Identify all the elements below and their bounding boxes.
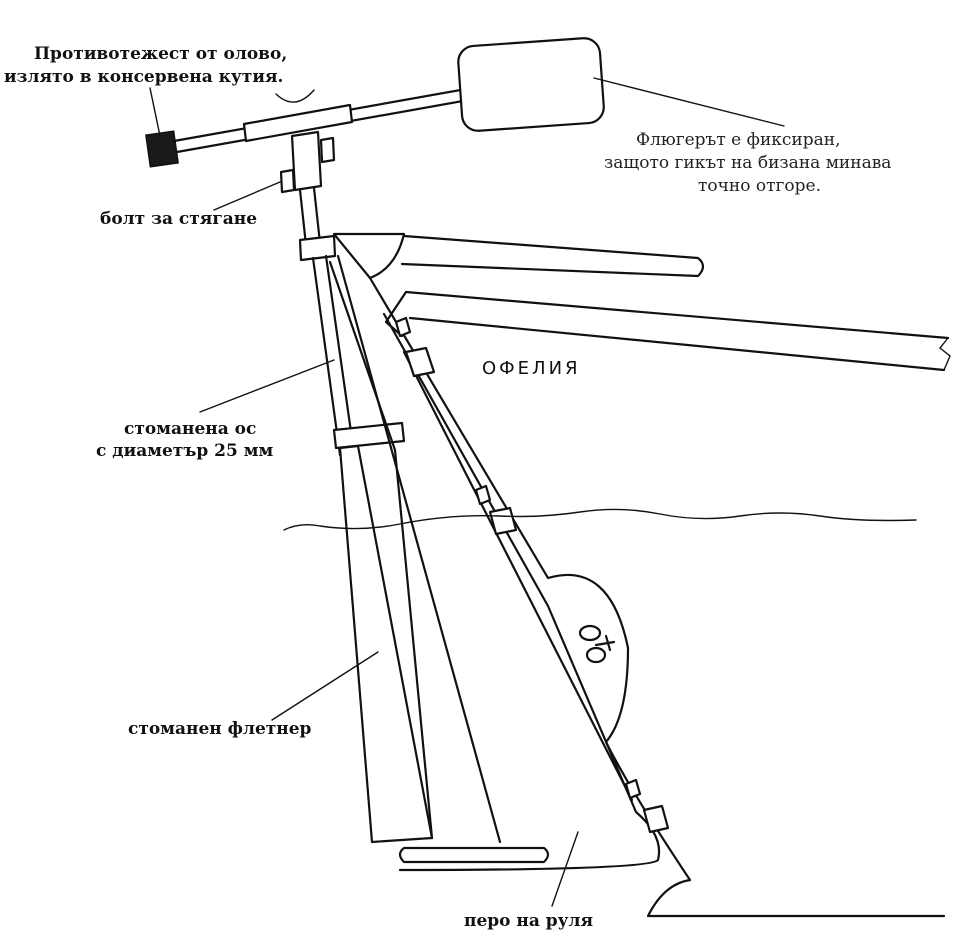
rudder-leading-edge (402, 350, 634, 802)
gudgeon-2 (404, 346, 436, 378)
shaft-top (298, 186, 322, 247)
waterline (283, 508, 917, 531)
leader-lines (149, 77, 785, 907)
trim-tab (338, 444, 434, 844)
gudgeon-1 (394, 316, 412, 338)
shaft-and-trim-tab (298, 234, 502, 844)
arm-hub (242, 103, 354, 143)
gudgeons (394, 316, 670, 834)
propeller-blade-upper (578, 624, 602, 642)
trim-tab-inner (328, 260, 434, 840)
label-vane-line2: защото гикът на бизана минава (604, 153, 891, 173)
leader-trim-tab (271, 651, 379, 721)
stern-quarter (332, 232, 406, 280)
lead-counterweight (145, 130, 179, 168)
rudder-stock-line (336, 254, 502, 844)
label-counterweight-line1: Противотежест от олово, (34, 44, 287, 64)
clamp-right (319, 136, 336, 164)
bottom-linkage (398, 846, 550, 864)
label-vane-line1: Флюгерът е фиксиран, (636, 130, 841, 150)
leader-rudder (551, 831, 579, 907)
label-shaft-line2: с диаметър 25 мм (96, 441, 274, 461)
hull-bottom (646, 878, 946, 918)
leader-vane (593, 77, 785, 127)
upper-collar (298, 234, 337, 262)
rotation-arc (275, 89, 315, 103)
leader-shaft (199, 359, 335, 413)
propeller (578, 624, 616, 664)
leader-counterweight (149, 87, 161, 137)
deck-line (404, 290, 950, 372)
transom-inner (384, 290, 408, 338)
leader-clamp-bolt (213, 181, 281, 211)
gudgeon-6 (642, 804, 670, 834)
gudgeon-3 (474, 484, 492, 506)
label-clamp-bolt: болт за стягане (100, 209, 257, 229)
transom (368, 276, 692, 882)
label-rudder-blade: перо на руля (464, 911, 593, 931)
deck-break (939, 337, 951, 371)
vane-post (290, 130, 323, 192)
wind-vane (457, 37, 605, 132)
gudgeon-5 (624, 778, 642, 800)
label-boat-name: ОФЕЛИЯ (482, 358, 581, 379)
label-vane-line3: точно отгоре. (698, 176, 821, 196)
label-trim-tab: стоманен флетнер (128, 719, 312, 739)
gudgeon-4 (488, 506, 518, 536)
steel-shaft (311, 254, 356, 457)
label-shaft-line1: стоманена ос (124, 419, 256, 439)
propeller-blade-lower (585, 646, 607, 664)
rudder-blade (382, 312, 661, 872)
upper-rail (400, 234, 705, 278)
propeller-shaft (594, 634, 616, 652)
clamp-bolt-head (279, 168, 296, 194)
label-counterweight-line2: излято в консервена кутия. (4, 67, 283, 87)
